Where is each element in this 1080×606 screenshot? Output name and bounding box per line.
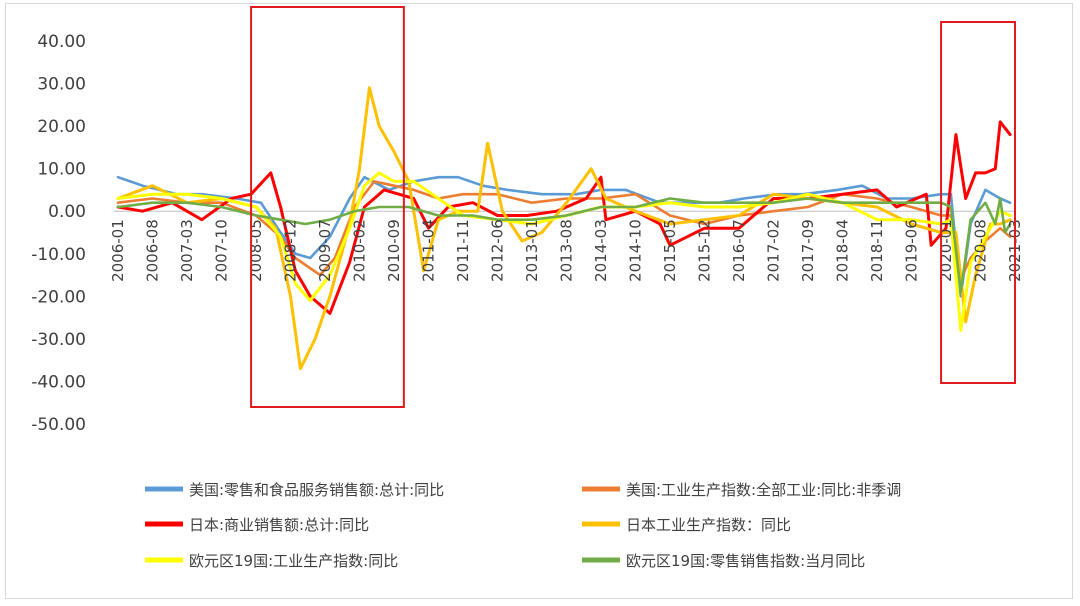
y-tick-label: -40.00 [31, 372, 86, 392]
x-tick-label: 2015-12 [696, 219, 714, 282]
x-tick-label: 2008-05 [247, 219, 265, 282]
x-tick-label: 2017-09 [799, 219, 817, 282]
y-tick-label: 30.00 [37, 75, 86, 95]
y-tick-label: 10.00 [37, 160, 86, 180]
highlight-box [940, 21, 1016, 384]
x-tick-label: 2006-01 [109, 219, 127, 282]
y-tick-label: -30.00 [31, 330, 86, 350]
x-tick-label: 2013-08 [558, 219, 576, 282]
y-tick-label: -10.00 [31, 245, 86, 265]
x-tick-label: 2017-02 [765, 219, 783, 282]
x-tick-label: 2007-03 [178, 219, 196, 282]
y-tick-label: 40.00 [37, 32, 86, 52]
x-tick-label: 2018-11 [868, 219, 886, 282]
x-tick-label: 2010-09 [385, 219, 403, 282]
x-tick-label: 2014-10 [627, 219, 645, 282]
highlight-boxes [250, 6, 1016, 408]
x-tick-label: 2012-06 [489, 219, 507, 282]
y-axis-tick-labels: 40.00 30.00 20.00 10.00 0.00 -10.00 -20.00 -30.… [31, 32, 86, 435]
x-tick-label: 2013-01 [523, 219, 541, 282]
x-tick-label: 2020-01 [937, 219, 955, 282]
legend-label: 美国:零售和食品服务销售额:总计:同比 [189, 481, 444, 499]
x-tick-label: 2009-07 [316, 219, 334, 282]
x-tick-label: 2011-04 [420, 219, 438, 282]
x-tick-label: 2007-10 [213, 219, 231, 282]
legend: 美国:零售和食品服务销售额:总计:同比 美国:工业生产指数:全部工业:同比:非季调… [145, 481, 901, 570]
x-tick-label: 2018-04 [834, 219, 852, 282]
chart-frame [5, 3, 1073, 599]
x-axis-tick-labels: 2006-01 2006-08 2007-03 2007-10 2008-05 2008-… [109, 219, 1024, 282]
series-line-3 [116, 86, 1012, 371]
y-tick-label: 20.00 [37, 117, 86, 137]
series-line-4 [116, 171, 1012, 332]
x-tick-label: 2008-12 [282, 219, 300, 282]
legend-label: 日本:商业销售额:总计:同比 [189, 516, 369, 534]
x-tick-label: 2011-11 [454, 219, 472, 282]
x-tick-label: 2010-02 [351, 219, 369, 282]
legend-label: 欧元区19国:零售销售指数:当月同比 [626, 552, 865, 570]
x-tick-label: 2016-07 [730, 219, 748, 282]
x-tick-label: 2020-08 [972, 219, 990, 282]
y-tick-label: -20.00 [31, 287, 86, 307]
x-tick-label: 2019-06 [903, 219, 921, 282]
x-tick-label: 2006-08 [144, 219, 162, 282]
legend-label: 日本工业生产指数：同比 [626, 516, 791, 534]
series-line-5 [116, 197, 1012, 294]
highlight-box [250, 6, 405, 408]
x-tick-label: 2015-05 [661, 219, 679, 282]
y-tick-label: 0.00 [48, 202, 86, 222]
legend-label: 美国:工业生产指数:全部工业:同比:非季调 [626, 481, 901, 499]
legend-label: 欧元区19国:工业生产指数:同比 [189, 552, 398, 570]
series-line-0 [116, 175, 1012, 298]
x-tick-label: 2014-03 [592, 219, 610, 282]
y-tick-label: -50.00 [31, 415, 86, 435]
